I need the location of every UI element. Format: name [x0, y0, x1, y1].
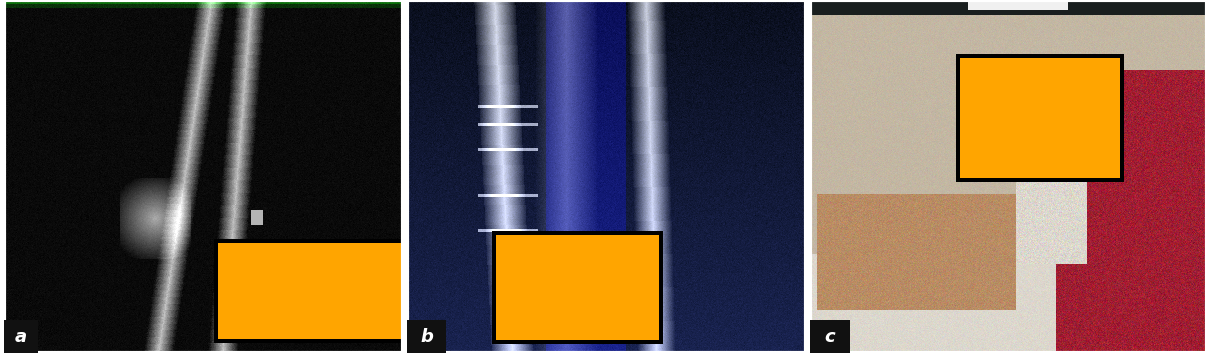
Bar [810, 320, 850, 353]
Bar [407, 320, 446, 353]
Text: c: c [825, 328, 836, 346]
Text: a: a [15, 328, 27, 346]
Bar [4, 320, 38, 353]
Text: b: b [420, 328, 434, 346]
